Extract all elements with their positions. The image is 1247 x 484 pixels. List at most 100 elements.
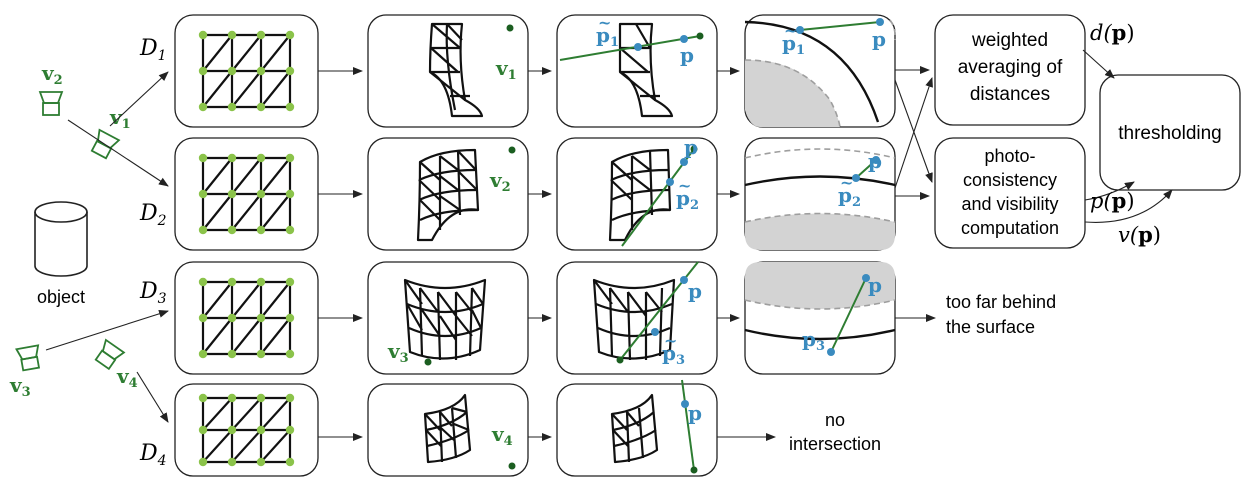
grid-edge [260, 429, 291, 463]
svg-text:v4: v4 [491, 422, 513, 449]
svg-text:distances: distances [970, 84, 1050, 105]
arrow-v4-d4 [136, 371, 169, 423]
grid-vertex [227, 30, 237, 40]
depth-label-d3: D3 [139, 279, 167, 307]
grid-vertex [198, 349, 208, 359]
object-label: object [37, 287, 85, 307]
mesh-surface-d2-icon [416, 148, 480, 242]
svg-text:thresholding: thresholding [1118, 123, 1222, 144]
grid-vertex [285, 277, 295, 287]
grid-vertex [285, 313, 295, 323]
grid-vertex [198, 102, 208, 112]
grid-edge [202, 429, 233, 463]
grid-edge [202, 193, 233, 231]
grid-edge [202, 397, 233, 431]
svg-text:~: ~ [678, 176, 691, 195]
grid-vertex [198, 393, 208, 403]
grid-vertex [256, 457, 266, 467]
grid-edge [231, 34, 262, 72]
arrow-v1-d1 [109, 71, 169, 127]
grid-edge [231, 193, 262, 231]
svg-text:v2: v2 [489, 168, 511, 195]
grid-vertex [256, 425, 266, 435]
behind-surface-label-2: the surface [946, 317, 1035, 337]
grid-vertex [198, 313, 208, 323]
camera-v3-icon [15, 344, 41, 372]
grid-edge [260, 317, 291, 355]
ray-column: p1 ~ p p2 ~ p p p3 ~ [556, 13, 718, 477]
grid-vertex [256, 66, 266, 76]
svg-text:p: p [680, 43, 694, 67]
arrow-v2-d2 [67, 119, 169, 187]
object-cylinder-icon [34, 201, 88, 277]
no-intersection-label: no [825, 410, 845, 430]
flow-arrows [318, 66, 936, 441]
grid-vertex [198, 277, 208, 287]
svg-text:~: ~ [784, 21, 797, 40]
grid-vertex [227, 277, 237, 287]
svg-text:p: p [868, 273, 882, 297]
grid-edge [231, 281, 262, 319]
grid-vertex [227, 102, 237, 112]
grid-vertex [198, 457, 208, 467]
behind-surface-label: too far behind [946, 292, 1056, 312]
grid-vertex [285, 102, 295, 112]
camera-v2-icon [38, 91, 64, 116]
grid-edge [260, 281, 291, 319]
grid-vertex [227, 425, 237, 435]
grid-vertex [227, 349, 237, 359]
grid-vertex [227, 457, 237, 467]
distance-function-label: d(p) [1090, 20, 1135, 45]
photo-consistency-box: photo- consistency and visibility comput… [934, 137, 1086, 249]
depth-label-d1: D1 [139, 36, 167, 64]
depth-label-d4: D4 [139, 441, 167, 469]
grid-vertex [285, 66, 295, 76]
ray-box-d4 [556, 383, 718, 477]
function-arrows [1082, 49, 1173, 223]
svg-text:consistency: consistency [963, 170, 1057, 190]
grid-vertex [227, 189, 237, 199]
mesh-surface-d1-icon [428, 22, 484, 118]
visibility-function-label: v(p) [1118, 222, 1161, 247]
grid-vertex [198, 189, 208, 199]
grid-vertex [198, 225, 208, 235]
svg-text:~: ~ [598, 13, 611, 32]
svg-text:p: p [688, 401, 702, 425]
grid-vertex [256, 102, 266, 112]
svg-text:and visibility: and visibility [961, 194, 1058, 214]
mesh-box-d4 [367, 383, 529, 477]
grid-edge [260, 34, 291, 72]
grid-vertex [227, 313, 237, 323]
depth-map-column [174, 14, 319, 477]
mesh-column: v1 v2 v3 v4 [367, 14, 529, 477]
grid-vertex [285, 30, 295, 40]
grid-edge [202, 281, 233, 319]
grid-vertex [198, 153, 208, 163]
proj-p2-label: p2 [676, 186, 699, 213]
grid-edge [260, 70, 291, 108]
grid-vertex [198, 425, 208, 435]
grid-edge [231, 317, 262, 355]
grid-vertex [285, 349, 295, 359]
grid-vertex [256, 349, 266, 359]
no-intersection-label-2: intersection [789, 434, 881, 454]
grid-edge [202, 34, 233, 72]
grid-edge [231, 397, 262, 431]
grid-vertex [227, 393, 237, 403]
proj-p3-label: p3 [662, 341, 685, 368]
svg-text:computation: computation [961, 218, 1059, 238]
mesh-surface-d4-icon [423, 393, 472, 464]
grid-vertex [256, 153, 266, 163]
grid-vertex [198, 66, 208, 76]
svg-text:~: ~ [664, 331, 677, 350]
svg-text:~: ~ [840, 173, 853, 192]
grid-edge [202, 157, 233, 195]
grid-edge [231, 429, 262, 463]
grid-vertex [285, 189, 295, 199]
camera-v2-label: v2 [41, 61, 63, 88]
arrow-v3-d3 [45, 309, 169, 351]
grid-edge [231, 157, 262, 195]
grid-vertex [285, 393, 295, 403]
grid-vertex [285, 457, 295, 467]
